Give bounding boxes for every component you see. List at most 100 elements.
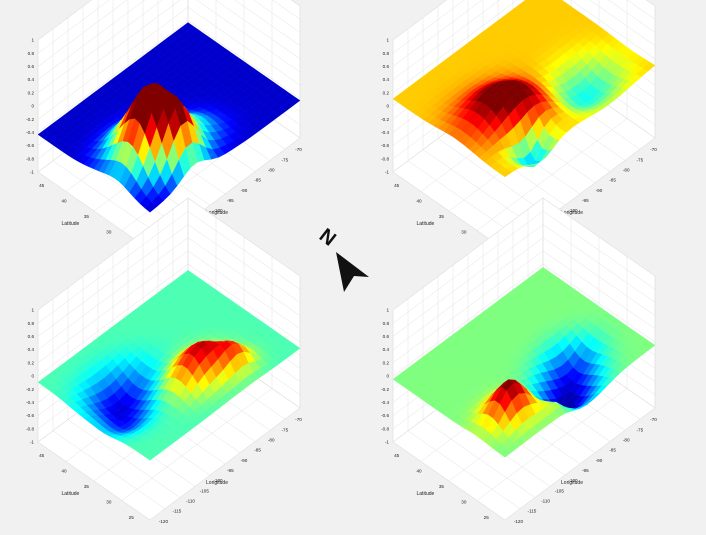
lon-tick-label: -70 (650, 147, 657, 152)
lon-tick-label: -80 (623, 167, 630, 172)
z-tick-label: -0.4 (26, 130, 34, 135)
z-tick-label: 0.4 (383, 347, 390, 352)
z-tick-label: 1 (386, 38, 389, 43)
surface (37, 270, 301, 461)
lon-tick-label: -70 (295, 147, 302, 152)
y-axis-label: Longitude (561, 480, 583, 486)
lat-tick-label: 30 (106, 230, 112, 235)
z-tick-label: -0.4 (381, 130, 389, 135)
z-tick-label: -0.2 (26, 387, 34, 392)
lat-tick-label: 40 (416, 468, 422, 473)
x-axis-label: Latitude (417, 491, 435, 497)
lon-tick-label: -75 (282, 157, 289, 162)
lat-tick-label: 45 (39, 453, 45, 458)
lat-tick-label: 25 (129, 515, 135, 520)
lon-tick-label: -95 (582, 198, 589, 203)
z-tick-label: 1 (386, 308, 389, 313)
surface-cell (547, 0, 556, 3)
lat-tick-label: 30 (461, 230, 467, 235)
z-tick-label: 0 (386, 104, 389, 109)
lon-tick-label: -75 (637, 157, 644, 162)
lon-tick-label: -90 (241, 458, 248, 463)
lat-tick-label: 40 (416, 198, 422, 203)
z-tick-label: 0 (386, 374, 389, 379)
lon-tick-label: -90 (596, 458, 603, 463)
lat-tick-label: 35 (84, 214, 90, 219)
z-tick-label: 0.8 (28, 321, 35, 326)
surface (392, 0, 656, 178)
surface (392, 267, 656, 458)
lon-tick-label: -110 (186, 499, 195, 504)
z-tick-label: 0.2 (28, 90, 35, 95)
x-axis-label: Latitude (417, 221, 435, 227)
lat-tick-label: 45 (394, 453, 400, 458)
lon-tick-label: -95 (227, 468, 234, 473)
lat-tick-label: 45 (394, 183, 400, 188)
lat-tick-label: 35 (84, 484, 90, 489)
lon-tick-label: -110 (541, 499, 550, 504)
z-tick-label: -0.8 (381, 156, 389, 161)
compass-label: N (315, 225, 340, 251)
surface-cell (642, 61, 656, 72)
lon-tick-label: -120 (514, 519, 524, 524)
panel-3: Basis Function 310.80.60.40.20-0.2-0.4-0… (26, 197, 302, 524)
panel-4: Basis Function 410.80.60.40.20-0.2-0.4-0… (381, 197, 657, 524)
x-axis-label: Latitude (62, 491, 80, 497)
panel-1: Basis Function 110.80.60.40.20-0.2-0.4-0… (26, 0, 302, 254)
north-compass: N (315, 225, 369, 292)
lon-tick-label: -90 (596, 188, 603, 193)
lon-tick-label: -100 (568, 478, 578, 483)
lon-tick-label: -85 (609, 448, 616, 453)
lon-tick-label: -70 (295, 417, 302, 422)
z-tick-label: 1 (31, 38, 34, 43)
z-tick-label: 0.2 (383, 360, 390, 365)
z-tick-label: 0.2 (383, 90, 390, 95)
lon-tick-label: -105 (555, 488, 565, 493)
z-tick-label: -1 (30, 170, 35, 175)
panel-2: Basis Function 210.80.60.40.20-0.2-0.4-0… (381, 0, 657, 254)
z-tick-label: 0.8 (28, 51, 35, 56)
surface-cell (287, 344, 301, 354)
z-tick-label: -0.6 (26, 413, 34, 418)
z-tick-label: -0.8 (26, 156, 34, 161)
lat-tick-label: 25 (484, 515, 490, 520)
z-tick-label: 0.6 (28, 334, 35, 339)
z-tick-label: -0.4 (381, 400, 389, 405)
lon-tick-label: -85 (254, 448, 261, 453)
lon-tick-label: -75 (282, 427, 289, 432)
y-axis-label: Longitude (206, 210, 228, 216)
lat-tick-label: 40 (61, 198, 67, 203)
z-tick-label: 0.2 (28, 360, 35, 365)
lon-tick-label: -100 (213, 478, 223, 483)
z-tick-label: -0.4 (26, 400, 34, 405)
z-tick-label: -1 (30, 440, 35, 445)
z-tick-label: -0.6 (381, 413, 389, 418)
lat-tick-label: 40 (61, 468, 67, 473)
y-axis-label: Longitude (206, 480, 228, 486)
lon-tick-label: -80 (268, 167, 275, 172)
lat-tick-label: 35 (439, 484, 445, 489)
z-tick-label: 0.6 (383, 64, 390, 69)
lon-tick-label: -115 (527, 509, 536, 514)
lon-tick-label: -80 (268, 437, 275, 442)
z-tick-label: 0.4 (383, 77, 390, 82)
z-tick-label: 0.8 (383, 51, 390, 56)
z-tick-label: 0 (31, 104, 34, 109)
z-tick-label: -0.2 (381, 387, 389, 392)
lon-tick-label: -105 (200, 488, 210, 493)
z-tick-label: -0.6 (26, 143, 34, 148)
surface-cell (287, 96, 301, 106)
z-tick-label: -0.8 (26, 426, 34, 431)
surface-cell (642, 341, 656, 351)
z-tick-label: 0.4 (28, 347, 35, 352)
lat-tick-label: 30 (106, 500, 112, 505)
z-tick-label: -0.2 (381, 117, 389, 122)
z-tick-label: 0 (31, 374, 34, 379)
lon-tick-label: -70 (650, 417, 657, 422)
z-tick-label: 1 (31, 308, 34, 313)
lon-tick-label: -95 (227, 198, 234, 203)
lon-tick-label: -85 (254, 178, 261, 183)
z-tick-label: 0.6 (28, 64, 35, 69)
lat-tick-label: 30 (461, 500, 467, 505)
